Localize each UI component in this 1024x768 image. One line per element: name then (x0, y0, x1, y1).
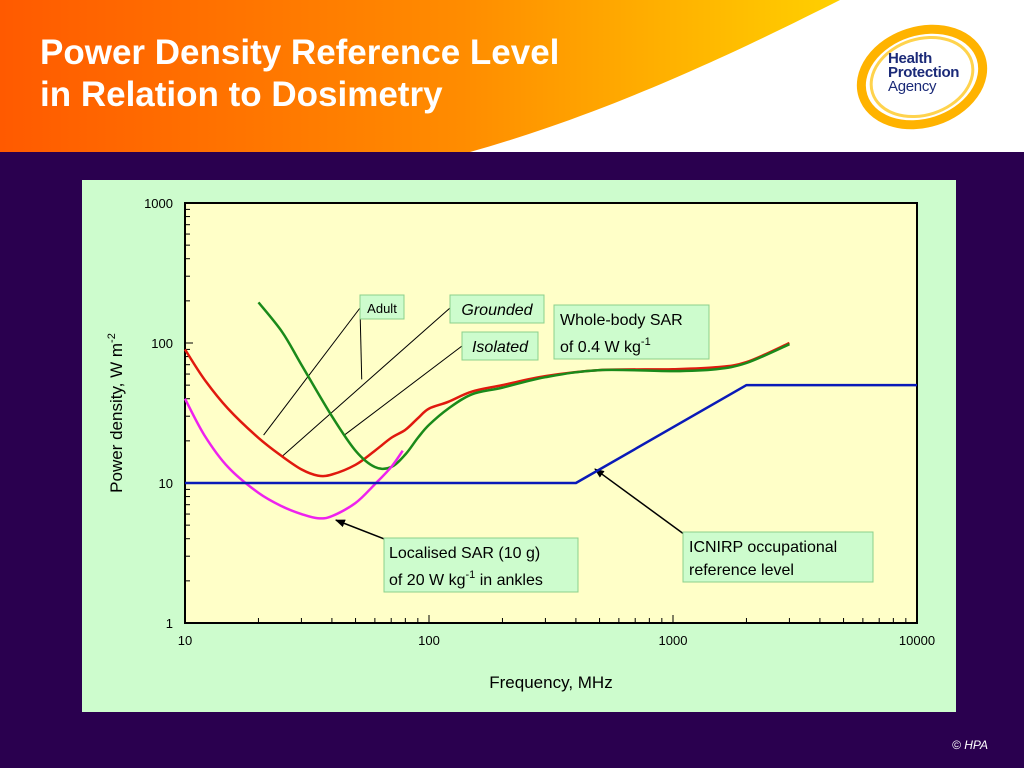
slide-title: Power Density Reference Level in Relatio… (40, 32, 559, 116)
x-tick-label: 10000 (899, 633, 935, 648)
hpa-logo-text: Health Protection Agency (888, 50, 960, 95)
copyright-text: © HPA (952, 738, 988, 752)
tick-labels: 10 100 1000 10000 1 10 100 1000 (144, 196, 935, 648)
arrow-icnirp (594, 468, 693, 541)
wholebody-line2-sup: -1 (641, 336, 651, 348)
annotation-isolated-text: Isolated (472, 339, 529, 356)
x-tick-label: 1000 (659, 633, 688, 648)
icnirp-line1: ICNIRP occupational (689, 539, 837, 556)
annotation-adult: Adult (359, 294, 405, 320)
svg-text:Localised SAR (10 g): Localised SAR (10 g) (389, 545, 540, 562)
x-axis-label: Frequency, MHz (489, 673, 612, 692)
svg-text:reference level: reference level (689, 562, 794, 579)
y-tick-label: 10 (159, 476, 173, 491)
wholebody-line1: Whole-body SAR (560, 312, 683, 329)
header-swoosh-graphic (0, 0, 840, 152)
localised-line2-sup: -1 (465, 569, 475, 581)
slide-header: Power Density Reference Level in Relatio… (0, 0, 1024, 152)
ticks-layer (184, 208, 907, 624)
slide-title-line1: Power Density Reference Level (40, 33, 560, 72)
slide-title-line2: in Relation to Dosimetry (40, 75, 443, 114)
localised-line2: of 20 W kg (389, 572, 465, 589)
leader-grounded (281, 307, 451, 457)
svg-text:of 0.4 W kg-1: of 0.4 W kg-1 (560, 336, 651, 356)
leader-lines (263, 307, 693, 543)
arrow-localised (334, 519, 393, 543)
annotation-grounded-text: Grounded (461, 302, 533, 319)
series-layer (183, 301, 917, 520)
hpa-logo-ring (856, 24, 988, 130)
logo-line3: Agency (888, 78, 937, 95)
svg-text:Power density, W m-2: Power density, W m-2 (106, 333, 126, 493)
svg-text:ICNIRP occupational: ICNIRP occupational (689, 539, 837, 556)
wholebody-line2: of 0.4 W kg (560, 339, 641, 356)
series-line-isolated (257, 301, 790, 471)
leader-isolated (344, 345, 463, 436)
series-line-icnirp (185, 383, 917, 485)
y-axis-label-text: Power density, W m (107, 343, 126, 493)
annotation-isolated: Isolated (461, 331, 539, 361)
y-tick-label: 100 (151, 336, 173, 351)
logo-line1: Health (888, 50, 933, 67)
y-tick-label: 1 (166, 616, 173, 631)
chart-panel: 10 100 1000 10000 1 10 100 1000 Frequency, MHz … (82, 180, 956, 712)
annotation-adult-text: Adult (367, 301, 397, 316)
icnirp-line2: reference level (689, 562, 794, 579)
annotation-grounded: Grounded (449, 294, 545, 324)
svg-text:of 20 W kg-1 in ankles: of 20 W kg-1 in ankles (389, 569, 543, 589)
svg-text:Whole-body SAR: Whole-body SAR (560, 312, 683, 329)
logo-line2: Protection (888, 64, 960, 81)
annotation-wholebody-sar: Whole-body SAR of 0.4 W kg-1 (553, 304, 710, 360)
x-tick-label: 100 (418, 633, 440, 648)
annotation-icnirp: ICNIRP occupational reference level (682, 531, 874, 583)
x-tick-label: 10 (178, 633, 192, 648)
leader-adult-isolated (359, 307, 363, 380)
y-axis-label-sup: -2 (106, 333, 118, 343)
annotation-localised-sar: Localised SAR (10 g) of 20 W kg-1 in ank… (383, 537, 579, 593)
y-axis-label: Power density, W m-2 (106, 333, 126, 493)
localised-line1: Localised SAR (10 g) (389, 545, 540, 562)
leader-adult-grounded (263, 307, 361, 436)
localised-line2-post: in ankles (475, 572, 543, 589)
y-tick-label: 1000 (144, 196, 173, 211)
